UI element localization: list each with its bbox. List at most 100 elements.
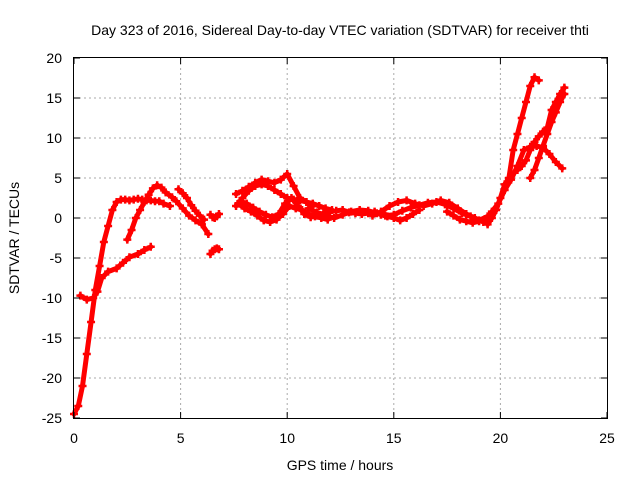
data-point bbox=[381, 211, 390, 220]
data-point bbox=[560, 90, 569, 98]
data-point bbox=[144, 190, 153, 199]
data-point bbox=[513, 166, 522, 174]
plot-border bbox=[73, 57, 608, 419]
data-point bbox=[530, 73, 539, 82]
series-track-1 bbox=[70, 194, 174, 418]
y-tick-label: 0 bbox=[54, 210, 62, 226]
data-point bbox=[76, 291, 85, 300]
data-point bbox=[377, 207, 386, 216]
data-point bbox=[545, 150, 554, 158]
data-point bbox=[185, 211, 194, 220]
data-point bbox=[195, 211, 204, 220]
data-point bbox=[455, 215, 464, 224]
data-point bbox=[244, 182, 253, 191]
data-point bbox=[266, 218, 275, 226]
y-tick-label: 5 bbox=[54, 170, 62, 186]
y-tick-label: 10 bbox=[46, 130, 62, 146]
series-track-12 bbox=[368, 196, 496, 226]
data-point bbox=[285, 202, 294, 210]
data-point bbox=[534, 76, 543, 85]
data-point bbox=[368, 211, 377, 220]
data-point bbox=[108, 206, 117, 214]
data-point bbox=[530, 138, 539, 146]
data-point bbox=[496, 194, 505, 202]
data-point bbox=[513, 130, 522, 138]
series-track-4 bbox=[174, 185, 209, 224]
x-tick-label: 5 bbox=[177, 430, 185, 446]
data-point bbox=[153, 181, 162, 190]
data-points bbox=[70, 73, 569, 418]
data-point bbox=[168, 193, 177, 202]
data-point bbox=[159, 199, 168, 208]
data-point bbox=[462, 217, 471, 226]
data-point bbox=[306, 213, 315, 222]
data-point bbox=[112, 264, 121, 273]
data-point bbox=[419, 202, 428, 210]
data-point bbox=[191, 206, 200, 215]
y-axis-label: SDTVAR / TECUs bbox=[6, 182, 22, 294]
data-point bbox=[78, 382, 87, 390]
data-point bbox=[551, 108, 560, 117]
data-point bbox=[112, 198, 121, 206]
data-point bbox=[556, 98, 565, 106]
data-point bbox=[411, 199, 420, 208]
data-point bbox=[321, 211, 330, 220]
data-point bbox=[487, 214, 496, 222]
data-point bbox=[347, 207, 356, 216]
data-point bbox=[178, 204, 187, 213]
data-point bbox=[402, 214, 411, 222]
data-point bbox=[165, 202, 174, 210]
data-point bbox=[509, 146, 518, 154]
data-point bbox=[539, 142, 548, 150]
data-point bbox=[119, 258, 128, 267]
data-point bbox=[125, 253, 134, 262]
data-point bbox=[313, 208, 322, 217]
data-point bbox=[304, 204, 313, 213]
y-tick-label: 20 bbox=[46, 50, 62, 66]
data-point bbox=[178, 189, 187, 198]
data-point bbox=[131, 214, 140, 222]
data-point bbox=[242, 199, 251, 208]
data-point bbox=[517, 114, 526, 122]
data-point bbox=[255, 207, 264, 216]
data-point bbox=[398, 206, 407, 215]
data-point bbox=[526, 82, 535, 90]
data-point bbox=[526, 174, 535, 182]
data-point bbox=[281, 199, 290, 208]
data-point bbox=[191, 216, 200, 225]
x-tick-label: 10 bbox=[279, 430, 295, 446]
chart-title: Day 323 of 2016, Sidereal Day-to-day VTE… bbox=[91, 22, 589, 38]
data-point bbox=[240, 204, 249, 213]
data-point bbox=[204, 230, 213, 238]
data-point bbox=[330, 214, 339, 222]
data-point bbox=[468, 218, 477, 227]
series-track-8 bbox=[232, 170, 317, 210]
data-point bbox=[436, 196, 445, 205]
y-tick-label: -15 bbox=[42, 330, 62, 346]
data-point bbox=[551, 158, 560, 166]
data-point bbox=[123, 235, 132, 244]
data-point bbox=[155, 197, 164, 206]
data-point bbox=[93, 287, 102, 296]
data-point bbox=[389, 210, 398, 219]
data-point bbox=[287, 194, 296, 202]
data-point bbox=[232, 190, 241, 198]
data-point bbox=[140, 198, 149, 206]
data-point bbox=[289, 182, 298, 190]
data-point bbox=[462, 210, 471, 218]
data-point bbox=[492, 206, 501, 214]
data-point bbox=[396, 216, 405, 225]
data-point bbox=[500, 180, 509, 189]
data-point bbox=[300, 210, 309, 218]
x-tick-label: 0 bbox=[70, 430, 78, 446]
data-point bbox=[148, 184, 157, 193]
data-point bbox=[251, 178, 260, 187]
data-point bbox=[547, 118, 556, 126]
data-point bbox=[214, 245, 223, 254]
data-point bbox=[483, 220, 492, 229]
data-point bbox=[521, 156, 530, 165]
x-tick-label: 15 bbox=[386, 430, 402, 446]
data-point bbox=[295, 194, 304, 202]
data-point bbox=[534, 154, 543, 162]
